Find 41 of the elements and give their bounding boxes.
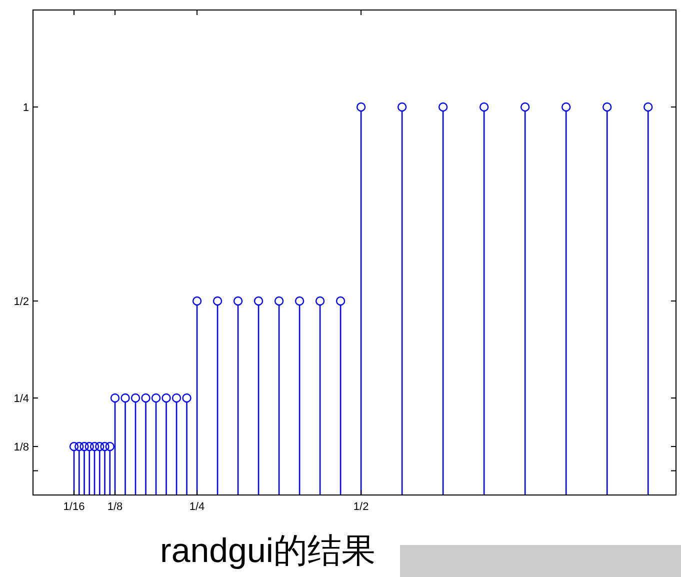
y-tick-label: 1/8 [14, 442, 29, 454]
point [130, 393, 140, 403]
point [151, 393, 161, 403]
point [438, 102, 448, 112]
point [274, 296, 284, 306]
x-tick-label: 1/16 [63, 501, 85, 513]
point [95, 442, 104, 452]
point [162, 393, 171, 403]
point [294, 296, 304, 306]
point [397, 102, 407, 112]
point [120, 393, 130, 403]
point [315, 296, 325, 306]
x-tick-label: 1/8 [107, 501, 123, 513]
y-tick-label: 1/2 [14, 296, 29, 308]
point [74, 442, 84, 452]
point [336, 296, 346, 306]
point [233, 296, 243, 306]
point [105, 442, 114, 452]
point [562, 102, 571, 112]
point [182, 393, 192, 403]
point [110, 393, 120, 403]
point [69, 442, 79, 452]
point [172, 393, 182, 403]
point [80, 442, 89, 452]
point [212, 296, 222, 306]
point [356, 102, 366, 112]
text: randgui的结果 [160, 532, 376, 570]
point [479, 102, 489, 112]
y-tick-label: 1 [22, 102, 29, 114]
point [520, 102, 530, 112]
point [90, 442, 100, 452]
x-tick-label: 1/2 [353, 501, 369, 513]
point [192, 296, 202, 306]
point [254, 296, 264, 306]
point [84, 442, 94, 452]
point [602, 102, 612, 112]
point [644, 102, 653, 112]
x-tick-label: 1/4 [189, 501, 205, 513]
point [100, 442, 110, 452]
y-tick-label: 1/4 [14, 393, 29, 405]
point [141, 393, 150, 403]
